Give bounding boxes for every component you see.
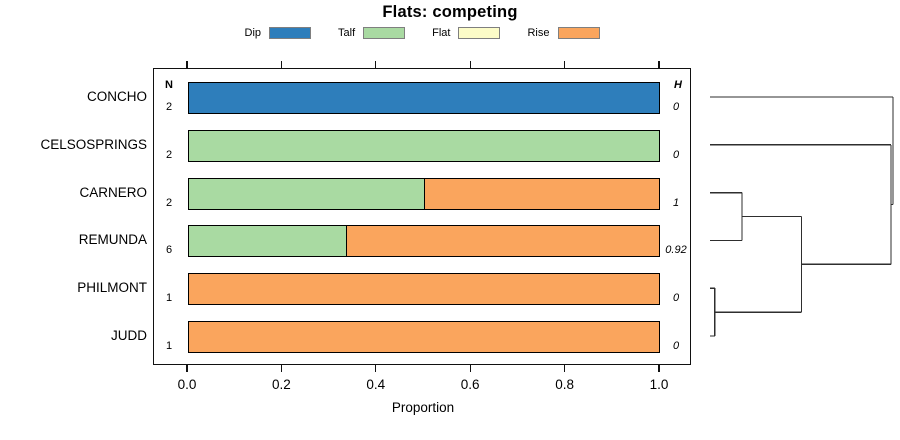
x-tick-bottom [375, 365, 377, 372]
bar-celsosprings [188, 129, 660, 162]
x-tick-label: 0.6 [460, 377, 480, 392]
bar-judd [188, 321, 660, 353]
row-label-celsosprings: CELSOSPRINGS [40, 136, 147, 152]
x-tick-bottom [280, 365, 283, 372]
h-value: 0.92 [665, 244, 687, 257]
bar-segment-rise [345, 226, 659, 257]
legend-swatch [557, 27, 600, 39]
chart-title: Flats: competing [382, 3, 518, 21]
row-label-carnero: CARNERO [79, 184, 147, 200]
x-tick-label: 1.0 [649, 377, 669, 392]
bar-segment-talf [189, 178, 424, 209]
legend-label: Talf [338, 27, 356, 39]
x-axis-title: Proportion [391, 400, 455, 415]
n-value: 1 [165, 292, 173, 305]
legend-label: Flat [432, 27, 451, 39]
x-tick-top [658, 61, 660, 68]
row-label-judd: JUDD [111, 328, 147, 343]
x-tick-bottom [658, 365, 660, 372]
bar-philmont [188, 273, 660, 306]
x-tick-top [186, 61, 188, 68]
bar-segment-rise [189, 274, 659, 305]
legend-swatch [363, 27, 406, 39]
h-value: 0 [672, 340, 680, 352]
h-value: 0 [672, 292, 680, 305]
legend-label: Dip [244, 27, 262, 39]
x-tick-top [280, 61, 283, 68]
bar-segment-rise [424, 178, 659, 209]
bar-remunda [188, 225, 660, 258]
h-value: 1 [672, 196, 680, 209]
plot-area: N H 2 0 2 0 2 1 6 0.92 1 0 1 0 [153, 68, 691, 365]
h-value: 0 [672, 148, 680, 161]
row-label-concho: CONCHO [87, 89, 147, 104]
x-tick-top [564, 61, 566, 68]
legend-item-rise: Rise [527, 27, 600, 39]
bar-segment-dip [189, 83, 659, 113]
n-value: 2 [165, 196, 173, 209]
x-tick-label: 0.8 [555, 377, 574, 392]
bar-segment-rise [189, 322, 659, 352]
legend: Dip Talf Flat Rise [153, 25, 691, 41]
n-column-header: N [165, 79, 173, 91]
x-tick-bottom [564, 365, 566, 372]
x-tick-label: 0.4 [366, 377, 386, 392]
x-tick-bottom [186, 365, 188, 372]
row-label-philmont: PHILMONT [77, 280, 147, 296]
bar-segment-talf [189, 130, 659, 161]
legend-swatch [269, 27, 312, 39]
x-tick-label: 0.0 [177, 377, 197, 392]
legend-swatch [458, 27, 501, 39]
x-tick-bottom [469, 365, 471, 372]
n-value: 6 [165, 244, 173, 257]
h-value: 0 [672, 101, 680, 113]
bar-carnero [188, 177, 660, 210]
dendrogram [710, 96, 894, 337]
x-tick-label: 0.2 [272, 377, 291, 392]
n-value: 1 [165, 340, 173, 352]
n-value: 2 [165, 148, 173, 161]
x-tick-top [375, 61, 377, 68]
legend-item-dip: Dip [245, 27, 312, 39]
legend-item-flat: Flat [432, 27, 501, 39]
h-column-header: H [674, 79, 682, 91]
x-tick-top [469, 61, 471, 68]
legend-label: Rise [527, 27, 550, 39]
bar-concho [188, 82, 660, 114]
bar-segment-talf [189, 226, 346, 257]
legend-item-talf: Talf [338, 27, 406, 39]
n-value: 2 [165, 101, 173, 113]
row-label-remunda: REMUNDA [78, 232, 147, 248]
